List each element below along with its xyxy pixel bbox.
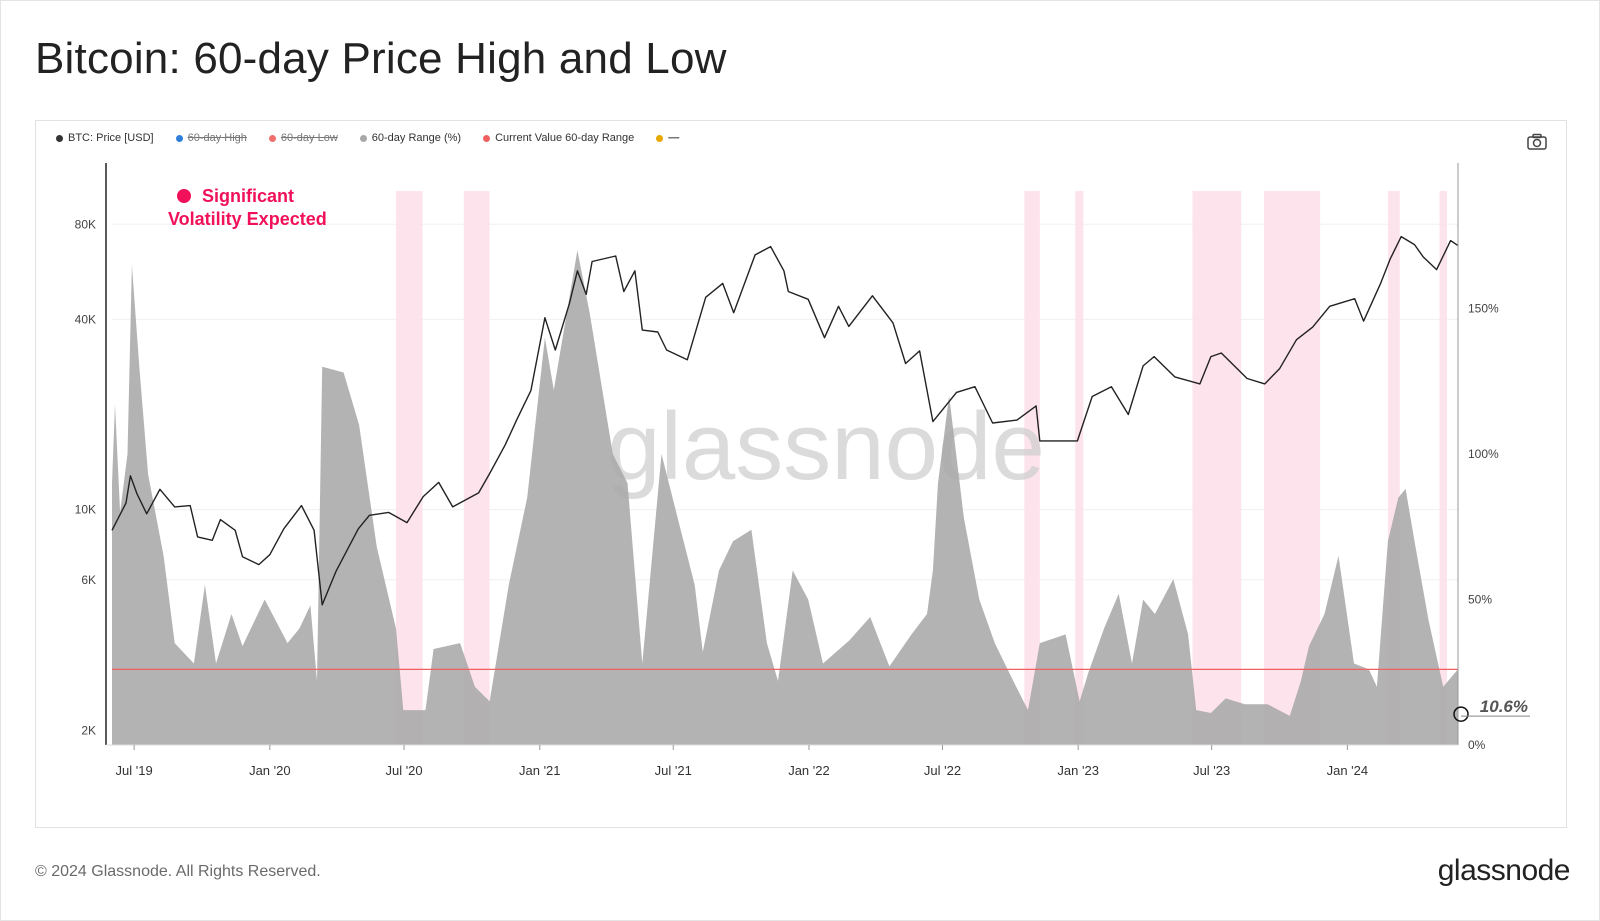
legend-item[interactable]: — <box>656 132 679 144</box>
y-left-tick-label: 10K <box>75 503 96 517</box>
page-title: Bitcoin: 60-day Price High and Low <box>35 34 727 83</box>
legend-label: Current Value 60-day Range <box>495 132 635 144</box>
volatility-highlight-band <box>1192 191 1242 745</box>
current-value-label: 10.6% <box>1480 697 1528 716</box>
legend-marker-icon <box>656 134 664 142</box>
legend-item[interactable]: 60-day High <box>175 132 247 144</box>
x-tick-label: Jul '21 <box>655 763 692 778</box>
chart-legend: BTC: Price [USD] 60-day High 60-day Low 60-… <box>56 129 679 147</box>
current-value-marker-icon <box>1453 706 1469 722</box>
legend-item[interactable]: 60-day Range (%) <box>359 132 462 144</box>
legend-item[interactable]: Current Value 60-day Range <box>483 132 634 144</box>
legend-marker-icon <box>359 134 367 142</box>
legend-item[interactable]: BTC: Price [USD] <box>56 132 154 144</box>
y-right-tick-label: 100% <box>1468 447 1499 461</box>
legend-label: BTC: Price [USD] <box>68 132 154 144</box>
legend-label: — <box>668 132 680 144</box>
legend-marker-icon <box>175 134 183 142</box>
legend-label: 60-day Low <box>280 132 338 144</box>
range-area-series <box>112 250 1458 746</box>
y-right-tick-label: 0% <box>1468 738 1486 752</box>
volatility-highlight-band <box>463 191 490 745</box>
x-tick-label: Jul '19 <box>116 763 153 778</box>
legend-label: 60-day High <box>187 132 247 144</box>
camera-icon[interactable] <box>1526 133 1548 151</box>
legend-marker-icon <box>268 134 276 142</box>
footer-copyright: © 2024 Glassnode. All Rights Reserved. <box>35 863 321 880</box>
annotation-line1: Significant <box>202 186 294 206</box>
volatility-highlight-band <box>1387 191 1400 745</box>
y-left-tick-label: 6K <box>81 573 96 587</box>
x-tick-label: Jan '24 <box>1327 763 1369 778</box>
volatility-highlight-band <box>1075 191 1084 745</box>
y-right-tick-label: 50% <box>1468 593 1492 607</box>
x-tick-label: Jan '22 <box>788 763 830 778</box>
y-left-tick-label: 80K <box>75 217 96 231</box>
x-tick-label: Jul '23 <box>1193 763 1230 778</box>
legend-item[interactable]: 60-day Low <box>268 132 338 144</box>
x-tick-label: Jan '23 <box>1057 763 1099 778</box>
btc-price-line <box>111 235 1459 606</box>
chart-svg: glassnode 2K 6K 10K 40K 80K 0% 50% 100% 150% Jul '… <box>75 163 1530 778</box>
x-tick-label: Jan '21 <box>519 763 561 778</box>
x-tick-label: Jul '22 <box>924 763 961 778</box>
y-left-tick-label: 40K <box>75 312 96 326</box>
volatility-highlight-band <box>1439 191 1447 745</box>
y-right-tick-label: 150% <box>1468 302 1499 316</box>
y-left-tick-label: 2K <box>81 724 96 738</box>
annotation-line2: Volatility Expected <box>168 209 327 229</box>
legend-label: 60-day Range (%) <box>371 132 462 144</box>
annotation-dot-icon <box>177 189 191 203</box>
volatility-highlight-band <box>1024 191 1040 745</box>
legend-marker-icon <box>56 134 63 142</box>
volatility-highlight-band <box>395 191 423 745</box>
chart-panel: BTC: Price [USD] 60-day High 60-day Low 60-… <box>35 120 1567 828</box>
x-tick-label: Jan '20 <box>249 763 291 778</box>
x-tick-label: Jul '20 <box>385 763 422 778</box>
legend-marker-icon <box>483 134 491 142</box>
footer-logo[interactable]: glassnode <box>1437 854 1571 887</box>
watermark: glassnode <box>607 393 1045 500</box>
